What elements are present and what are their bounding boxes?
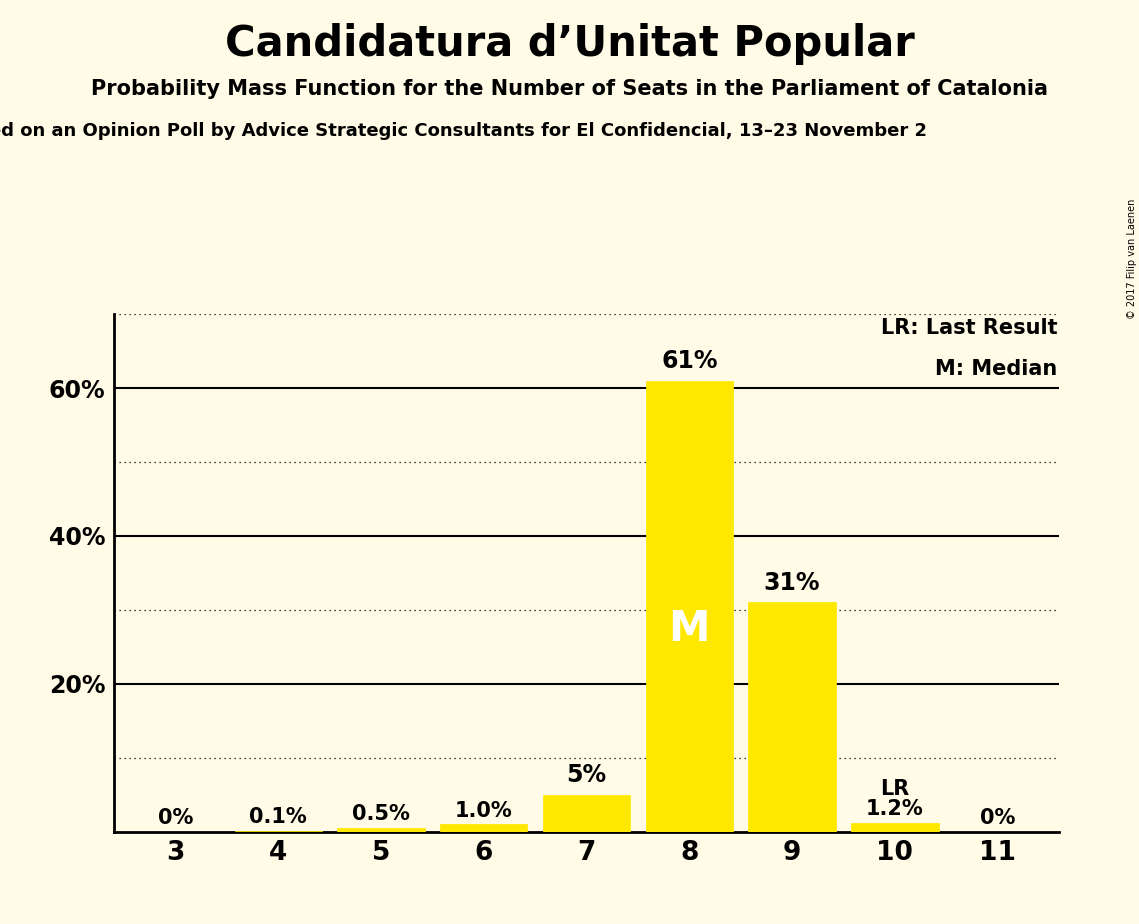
Bar	[748, 602, 836, 832]
Text: © 2017 Filip van Laenen: © 2017 Filip van Laenen	[1126, 199, 1137, 319]
Text: 0.1%: 0.1%	[249, 808, 308, 827]
Text: LR: LR	[880, 780, 909, 799]
Bar	[440, 824, 527, 832]
Bar	[851, 822, 939, 832]
Text: ed on an Opinion Poll by Advice Strategic Consultants for El Confidencial, 13–23: ed on an Opinion Poll by Advice Strategi…	[0, 122, 927, 140]
Text: Candidatura d’Unitat Popular: Candidatura d’Unitat Popular	[224, 23, 915, 65]
Text: 0%: 0%	[980, 808, 1015, 828]
Text: M: Median: M: Median	[935, 359, 1057, 379]
Text: M: M	[669, 608, 710, 650]
Text: 1.0%: 1.0%	[454, 800, 513, 821]
Text: 61%: 61%	[661, 349, 718, 373]
Text: 0%: 0%	[158, 808, 194, 828]
Text: 0.5%: 0.5%	[352, 804, 410, 824]
Bar	[543, 795, 630, 832]
Text: Probability Mass Function for the Number of Seats in the Parliament of Catalonia: Probability Mass Function for the Number…	[91, 79, 1048, 99]
Bar	[646, 381, 734, 832]
Text: 31%: 31%	[764, 571, 820, 595]
Text: 1.2%: 1.2%	[866, 799, 924, 819]
Text: 5%: 5%	[566, 763, 607, 787]
Bar	[337, 828, 425, 832]
Text: LR: Last Result: LR: Last Result	[880, 318, 1057, 338]
